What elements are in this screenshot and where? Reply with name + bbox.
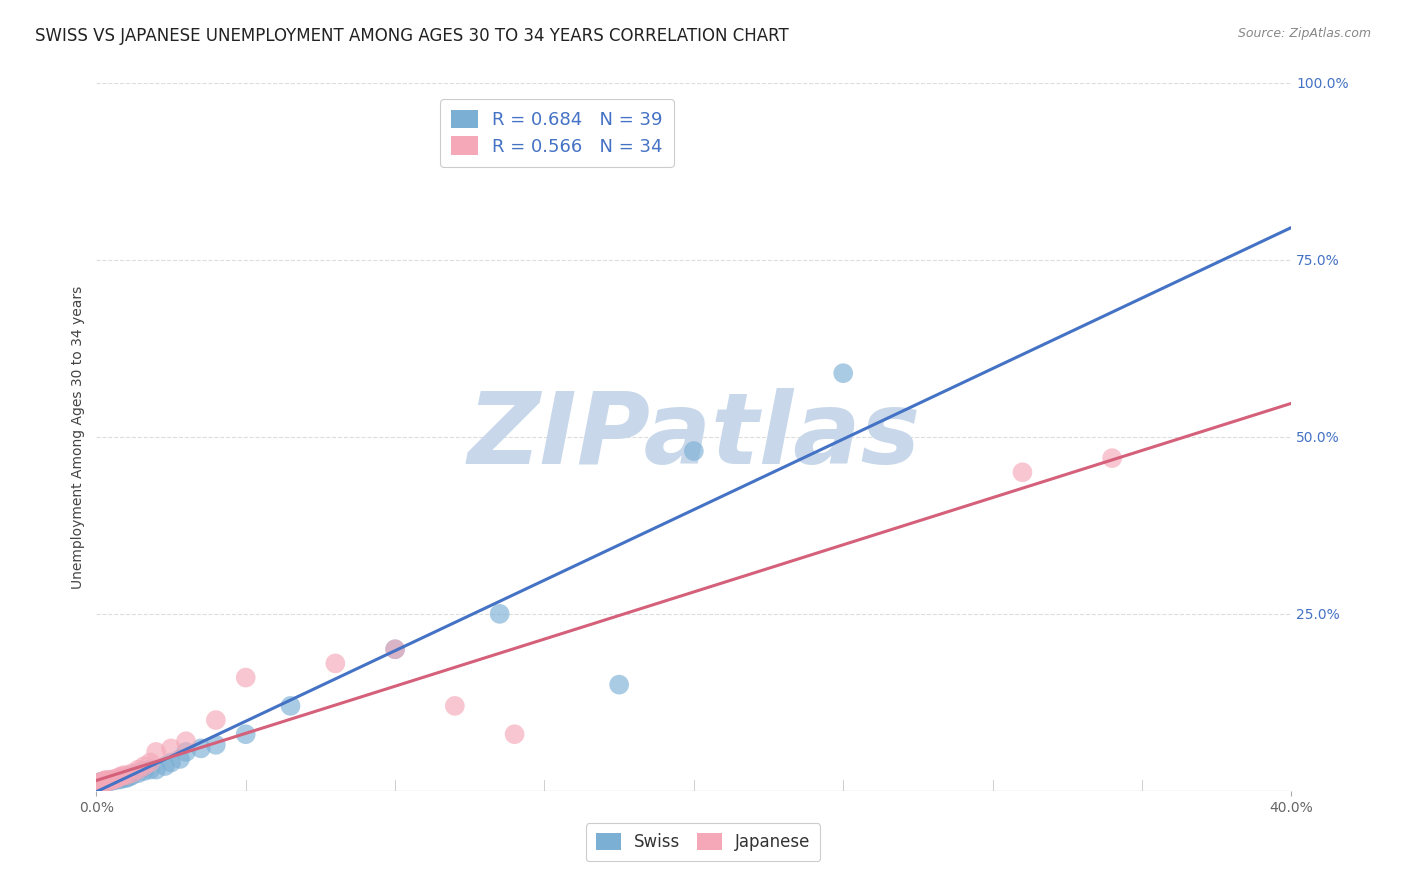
Point: [89, 775, 111, 789]
Point: [280, 698, 302, 713]
Point: [325, 657, 347, 671]
Point: [89, 775, 111, 789]
Point: [89, 777, 111, 791]
Point: [91, 775, 114, 789]
Point: [103, 773, 125, 788]
Point: [145, 745, 167, 759]
Point: [139, 756, 162, 770]
Point: [1011, 465, 1033, 479]
Point: [169, 752, 191, 766]
Point: [488, 607, 510, 621]
Point: [94, 774, 117, 789]
Point: [94, 774, 117, 789]
Point: [235, 727, 257, 741]
Point: [118, 770, 141, 784]
Point: [100, 773, 122, 788]
Point: [112, 771, 135, 785]
Point: [682, 444, 704, 458]
Point: [100, 772, 122, 787]
Point: [86, 778, 108, 792]
Point: [121, 766, 143, 780]
Point: [190, 741, 212, 756]
Point: [89, 777, 111, 791]
Point: [103, 772, 125, 787]
Point: [1101, 451, 1123, 466]
Point: [384, 642, 406, 657]
Point: [94, 773, 117, 788]
Point: [205, 738, 228, 752]
Point: [174, 745, 197, 759]
Point: [503, 727, 526, 741]
Point: [160, 741, 183, 756]
Text: ZIPatlas: ZIPatlas: [467, 388, 921, 485]
Point: [97, 774, 120, 789]
Point: [105, 771, 128, 785]
Point: [91, 775, 114, 789]
Point: [160, 756, 183, 770]
Point: [121, 768, 143, 782]
Point: [112, 768, 135, 782]
Point: [384, 642, 406, 657]
Legend: Swiss, Japanese: Swiss, Japanese: [585, 823, 821, 862]
Point: [127, 763, 149, 777]
Point: [97, 773, 120, 788]
Point: [94, 773, 117, 788]
Point: [115, 771, 138, 785]
Point: [100, 773, 122, 788]
Point: [110, 772, 132, 787]
Legend: R = 0.684   N = 39, R = 0.566   N = 34: R = 0.684 N = 39, R = 0.566 N = 34: [440, 99, 673, 167]
Point: [89, 777, 111, 791]
Point: [89, 777, 111, 791]
Point: [86, 778, 108, 792]
Y-axis label: Unemployment Among Ages 30 to 34 years: Unemployment Among Ages 30 to 34 years: [72, 285, 86, 589]
Point: [139, 763, 162, 777]
Point: [607, 678, 630, 692]
Point: [235, 671, 257, 685]
Point: [91, 777, 114, 791]
Point: [174, 734, 197, 748]
Point: [134, 764, 156, 778]
Point: [91, 774, 114, 789]
Point: [97, 774, 120, 789]
Point: [444, 698, 467, 713]
Point: [153, 759, 176, 773]
Point: [94, 775, 117, 789]
Point: [91, 777, 114, 791]
Point: [97, 773, 120, 788]
Text: SWISS VS JAPANESE UNEMPLOYMENT AMONG AGES 30 TO 34 YEARS CORRELATION CHART: SWISS VS JAPANESE UNEMPLOYMENT AMONG AGE…: [35, 27, 789, 45]
Point: [100, 773, 122, 788]
Point: [105, 772, 128, 787]
Point: [115, 768, 138, 782]
Point: [205, 713, 228, 727]
Point: [91, 774, 114, 789]
Text: Source: ZipAtlas.com: Source: ZipAtlas.com: [1237, 27, 1371, 40]
Point: [134, 759, 156, 773]
Point: [127, 766, 149, 780]
Point: [91, 774, 114, 789]
Point: [145, 763, 167, 777]
Point: [832, 366, 855, 380]
Point: [110, 770, 132, 784]
Point: [89, 777, 111, 791]
